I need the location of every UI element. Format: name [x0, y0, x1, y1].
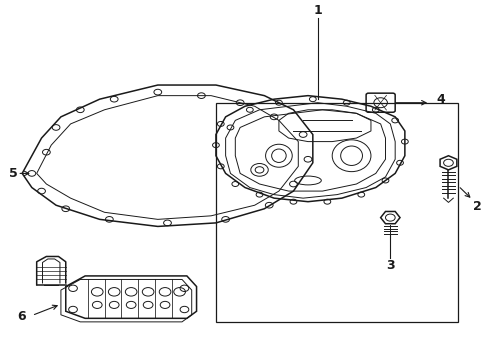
- Text: 2: 2: [473, 201, 482, 213]
- Text: 3: 3: [386, 259, 394, 272]
- Text: 1: 1: [313, 4, 322, 17]
- Text: 4: 4: [437, 93, 445, 106]
- Text: 6: 6: [18, 310, 26, 323]
- Text: 5: 5: [9, 167, 17, 180]
- Bar: [216, 103, 458, 322]
